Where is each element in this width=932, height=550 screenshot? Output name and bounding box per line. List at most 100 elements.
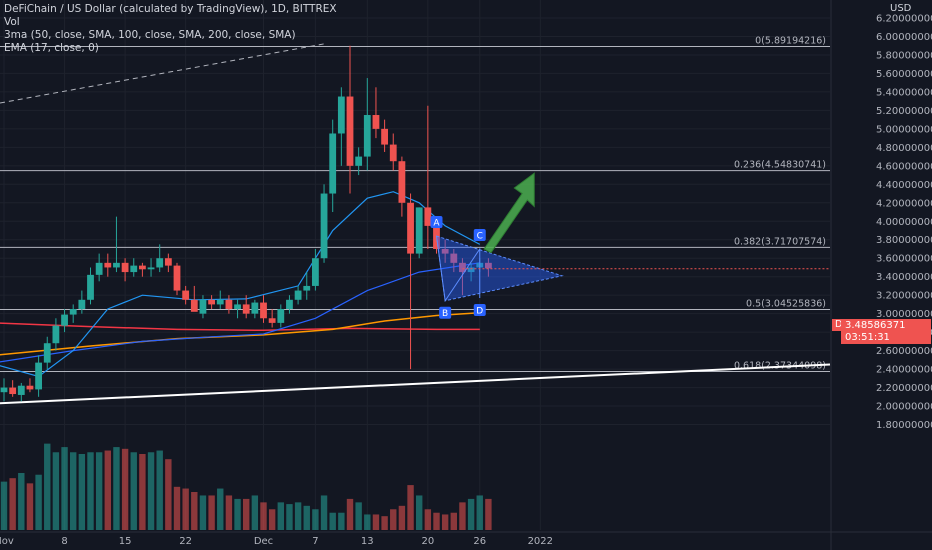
volume-bar xyxy=(35,474,42,530)
volume-bar xyxy=(416,495,423,530)
candle-body xyxy=(43,343,51,363)
candle-body xyxy=(147,267,155,270)
candle-body xyxy=(363,115,371,157)
y-tick-label: 3.40000000 xyxy=(876,272,932,283)
volume-bar xyxy=(320,495,328,530)
x-tick-label: Nov xyxy=(0,536,14,547)
y-tick-label: 4.00000000 xyxy=(876,217,932,228)
candle-body xyxy=(61,314,68,326)
volume-bar xyxy=(113,447,120,530)
volume-bar xyxy=(268,509,276,530)
pattern-point-marker xyxy=(473,228,486,241)
pattern-point-marker xyxy=(430,216,443,229)
volume-bar xyxy=(165,459,172,530)
candle-body xyxy=(182,290,190,300)
candle-body xyxy=(26,385,34,390)
candle-body xyxy=(173,265,181,291)
volume-bar xyxy=(44,443,51,530)
candle-body xyxy=(87,274,94,300)
volume-bar xyxy=(459,502,466,530)
fib-level-label: 0.382(3.71707574) xyxy=(734,236,826,247)
dashed-trendline xyxy=(0,43,325,104)
currency-label: USD xyxy=(890,3,912,14)
candle-body xyxy=(35,362,42,390)
volume-bar xyxy=(95,452,103,530)
candle-body xyxy=(130,265,138,273)
y-tick-label: 2.40000000 xyxy=(876,365,932,376)
y-tick-label: 2.60000000 xyxy=(876,346,932,357)
volume-bar xyxy=(286,504,293,530)
last-price-badge: 3.48586371 xyxy=(841,319,931,332)
candle-body xyxy=(415,207,423,254)
x-tick-label: 7 xyxy=(312,536,318,547)
fib-level-label: 0.5(3.04525836) xyxy=(746,298,826,309)
candle-body xyxy=(337,96,345,134)
y-tick-label: 6.20000000 xyxy=(876,14,932,25)
volume-bar xyxy=(485,498,492,530)
y-tick-label: 5.60000000 xyxy=(876,69,932,80)
pattern-point-label: A xyxy=(433,219,440,229)
candle-body xyxy=(389,144,397,162)
volume-bar xyxy=(61,447,68,530)
x-tick-label: 2022 xyxy=(528,536,553,547)
volume-bar xyxy=(251,495,259,530)
legend-ma[interactable]: 3ma (50, close, SMA, 100, close, SMA, 20… xyxy=(4,29,296,41)
pattern-point-marker xyxy=(473,303,486,316)
candle-body xyxy=(398,161,406,203)
candle-body xyxy=(234,304,241,310)
volume-bar xyxy=(441,514,449,530)
volume-bar xyxy=(104,450,111,530)
candle-body xyxy=(0,387,8,393)
bullish-arrow xyxy=(483,172,535,254)
y-tick-label: 5.00000000 xyxy=(876,124,932,135)
candle-body xyxy=(121,262,129,273)
y-tick-label: 6.00000000 xyxy=(876,32,932,43)
candle-body xyxy=(355,156,363,166)
pattern-point-label: D xyxy=(476,306,483,316)
candle-body xyxy=(459,262,466,273)
volume-bar xyxy=(260,502,267,530)
candle-body xyxy=(199,299,207,314)
x-tick-label: 22 xyxy=(179,536,192,547)
y-tick-label: 3.00000000 xyxy=(876,309,932,320)
candle-body xyxy=(312,258,319,286)
volume-bar xyxy=(139,454,146,530)
pattern-point-label: B xyxy=(442,309,448,319)
volume-bar xyxy=(355,502,362,530)
volume-bar xyxy=(303,505,310,530)
candle-body xyxy=(407,202,414,254)
volume-bar xyxy=(173,486,181,530)
y-tick-label: 2.00000000 xyxy=(876,402,932,413)
volume-bar xyxy=(182,488,189,530)
volume-bar xyxy=(225,495,233,530)
candle-body xyxy=(294,290,302,300)
candle-body xyxy=(208,299,215,305)
candle-body xyxy=(9,387,17,395)
fib-level-label: 0.236(4.54830741) xyxy=(734,160,826,171)
volume-bar xyxy=(121,448,129,530)
candle-body xyxy=(260,302,267,319)
y-tick-label: 5.80000000 xyxy=(876,50,932,61)
candle-body xyxy=(424,207,432,226)
volume-bar xyxy=(407,485,414,530)
legend-title[interactable]: DeFiChain / US Dollar (calculated by Tra… xyxy=(4,3,337,15)
candle-body xyxy=(320,193,328,259)
volume-bar xyxy=(277,502,284,530)
volume-bar xyxy=(294,502,302,530)
candle-body xyxy=(381,128,388,145)
candle-body xyxy=(268,318,276,323)
x-tick-label: Dec xyxy=(254,536,273,547)
legend-ema[interactable]: EMA (17, close, 0) xyxy=(4,42,99,54)
volume-bar xyxy=(208,495,215,530)
sma100-line xyxy=(0,311,480,356)
y-tick-label: 3.20000000 xyxy=(876,291,932,302)
volume-bar xyxy=(424,509,432,530)
candle-body xyxy=(372,115,380,129)
y-tick-label: 4.40000000 xyxy=(876,180,932,191)
pattern-point-label: C xyxy=(477,231,483,241)
volume-bar xyxy=(147,452,155,530)
legend-vol[interactable]: Vol xyxy=(4,16,20,28)
candle-body xyxy=(190,299,198,312)
volume-bar xyxy=(130,452,137,530)
